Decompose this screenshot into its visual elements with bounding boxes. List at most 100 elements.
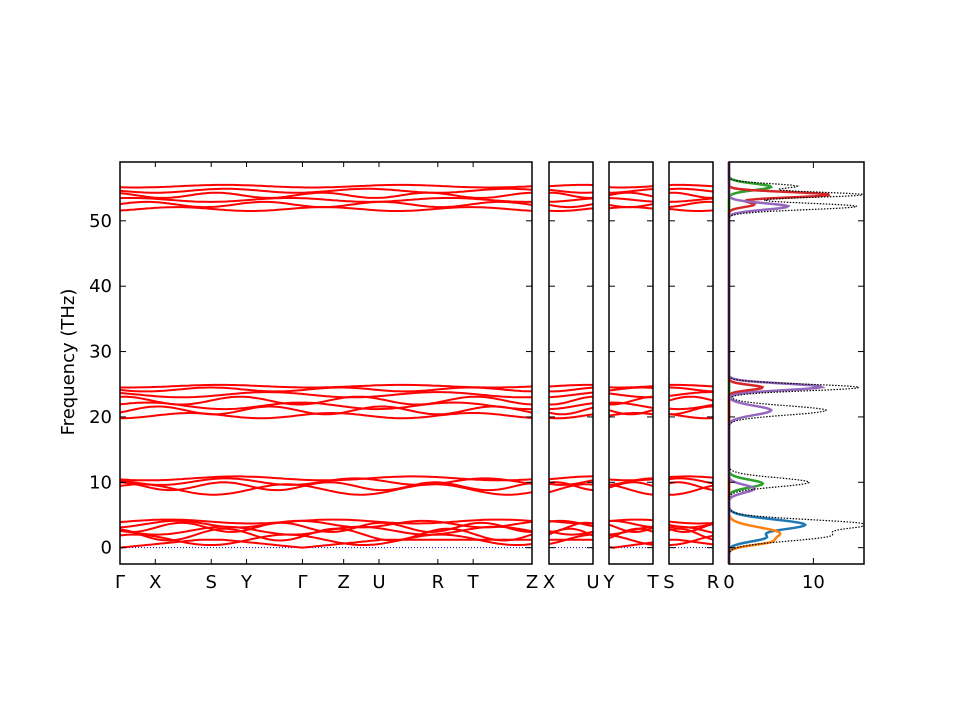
band-line xyxy=(549,402,594,411)
panel-frame xyxy=(728,161,865,565)
x-tick-label: U xyxy=(372,572,385,593)
band-line xyxy=(609,197,653,203)
band-line xyxy=(549,203,594,209)
x-tick-label: Z xyxy=(526,572,538,593)
band-line xyxy=(609,412,653,417)
band-line xyxy=(548,406,594,416)
x-tick-label: U xyxy=(586,572,599,593)
band-line xyxy=(119,183,533,189)
pdos-line xyxy=(727,162,774,564)
band-line xyxy=(549,191,593,199)
band-line xyxy=(119,401,532,411)
band-line xyxy=(119,538,532,549)
x-tick-label: R xyxy=(707,572,720,593)
y-tick-label: 0 xyxy=(101,538,112,559)
band-line xyxy=(549,479,593,486)
band-line xyxy=(549,395,593,406)
x-tick-label: R xyxy=(432,572,445,593)
band-line xyxy=(548,530,594,536)
y-tick-label: 50 xyxy=(89,211,112,232)
panel-frame xyxy=(668,161,714,565)
band-line xyxy=(120,395,533,406)
pdos-line xyxy=(727,162,826,564)
band-line xyxy=(120,412,533,420)
band-line xyxy=(668,477,713,485)
x-tick-label: Y xyxy=(603,572,616,593)
panel-frame xyxy=(119,161,533,565)
x-tick-label: X xyxy=(543,572,555,593)
x-tick-label: Γ xyxy=(297,572,307,593)
band-line xyxy=(549,383,593,388)
band-line xyxy=(548,207,593,212)
band-line xyxy=(548,475,593,481)
band-line xyxy=(119,200,533,209)
band-line xyxy=(119,481,533,492)
total-dos-line xyxy=(728,162,865,564)
band-line xyxy=(119,519,533,529)
band-line xyxy=(608,523,654,533)
band-line xyxy=(549,386,593,393)
pdos-line xyxy=(727,162,831,564)
band-line xyxy=(609,385,654,389)
band-line xyxy=(119,191,533,199)
x-tick-label: T xyxy=(647,572,660,593)
band-line xyxy=(609,401,654,409)
band-line xyxy=(669,197,713,203)
y-tick-label: 20 xyxy=(89,407,112,428)
pdos-line xyxy=(727,162,808,564)
band-line xyxy=(119,187,533,194)
band-line xyxy=(668,403,714,411)
band-line xyxy=(609,203,654,209)
band-line xyxy=(669,383,713,388)
band-line xyxy=(609,518,653,523)
band-line xyxy=(119,391,533,399)
band-line xyxy=(668,413,714,420)
dos-panel: 0 10 xyxy=(723,161,865,593)
band-line xyxy=(119,483,533,496)
band-line xyxy=(549,183,593,188)
band-line xyxy=(119,197,533,203)
band-line xyxy=(119,533,533,546)
y-tick-label: 40 xyxy=(89,276,112,297)
band-line xyxy=(609,188,653,194)
x-tick-label: S xyxy=(206,572,217,593)
band-line xyxy=(608,409,654,416)
band-line xyxy=(668,481,714,491)
band-line xyxy=(669,386,714,393)
band-line xyxy=(548,483,594,494)
band-line xyxy=(669,475,714,479)
band-line xyxy=(668,395,714,402)
band-line xyxy=(609,185,654,189)
x-tick-label: Γ xyxy=(115,572,125,593)
x-tick-label: T xyxy=(467,572,480,593)
band-line xyxy=(608,478,653,482)
band-line xyxy=(609,392,653,399)
band-line xyxy=(668,520,713,525)
band-line xyxy=(669,187,713,193)
band-line xyxy=(608,481,654,489)
band-line xyxy=(669,183,714,188)
y-tick-label: 30 xyxy=(89,342,112,363)
band-line xyxy=(668,522,714,529)
band-line xyxy=(549,188,593,194)
band-line xyxy=(549,391,594,399)
pdos-line xyxy=(727,162,782,564)
band-line xyxy=(669,391,713,397)
band-line xyxy=(669,200,713,208)
panel-frame xyxy=(548,161,594,565)
band-line xyxy=(549,197,593,203)
band-line xyxy=(669,207,713,212)
band-line xyxy=(119,475,533,482)
panel-frame xyxy=(608,161,654,565)
band-line xyxy=(549,413,594,420)
band-line xyxy=(549,520,593,525)
band-line xyxy=(608,191,654,198)
x-tick-label: Z xyxy=(337,572,349,593)
x-tick-label: S xyxy=(663,572,674,593)
